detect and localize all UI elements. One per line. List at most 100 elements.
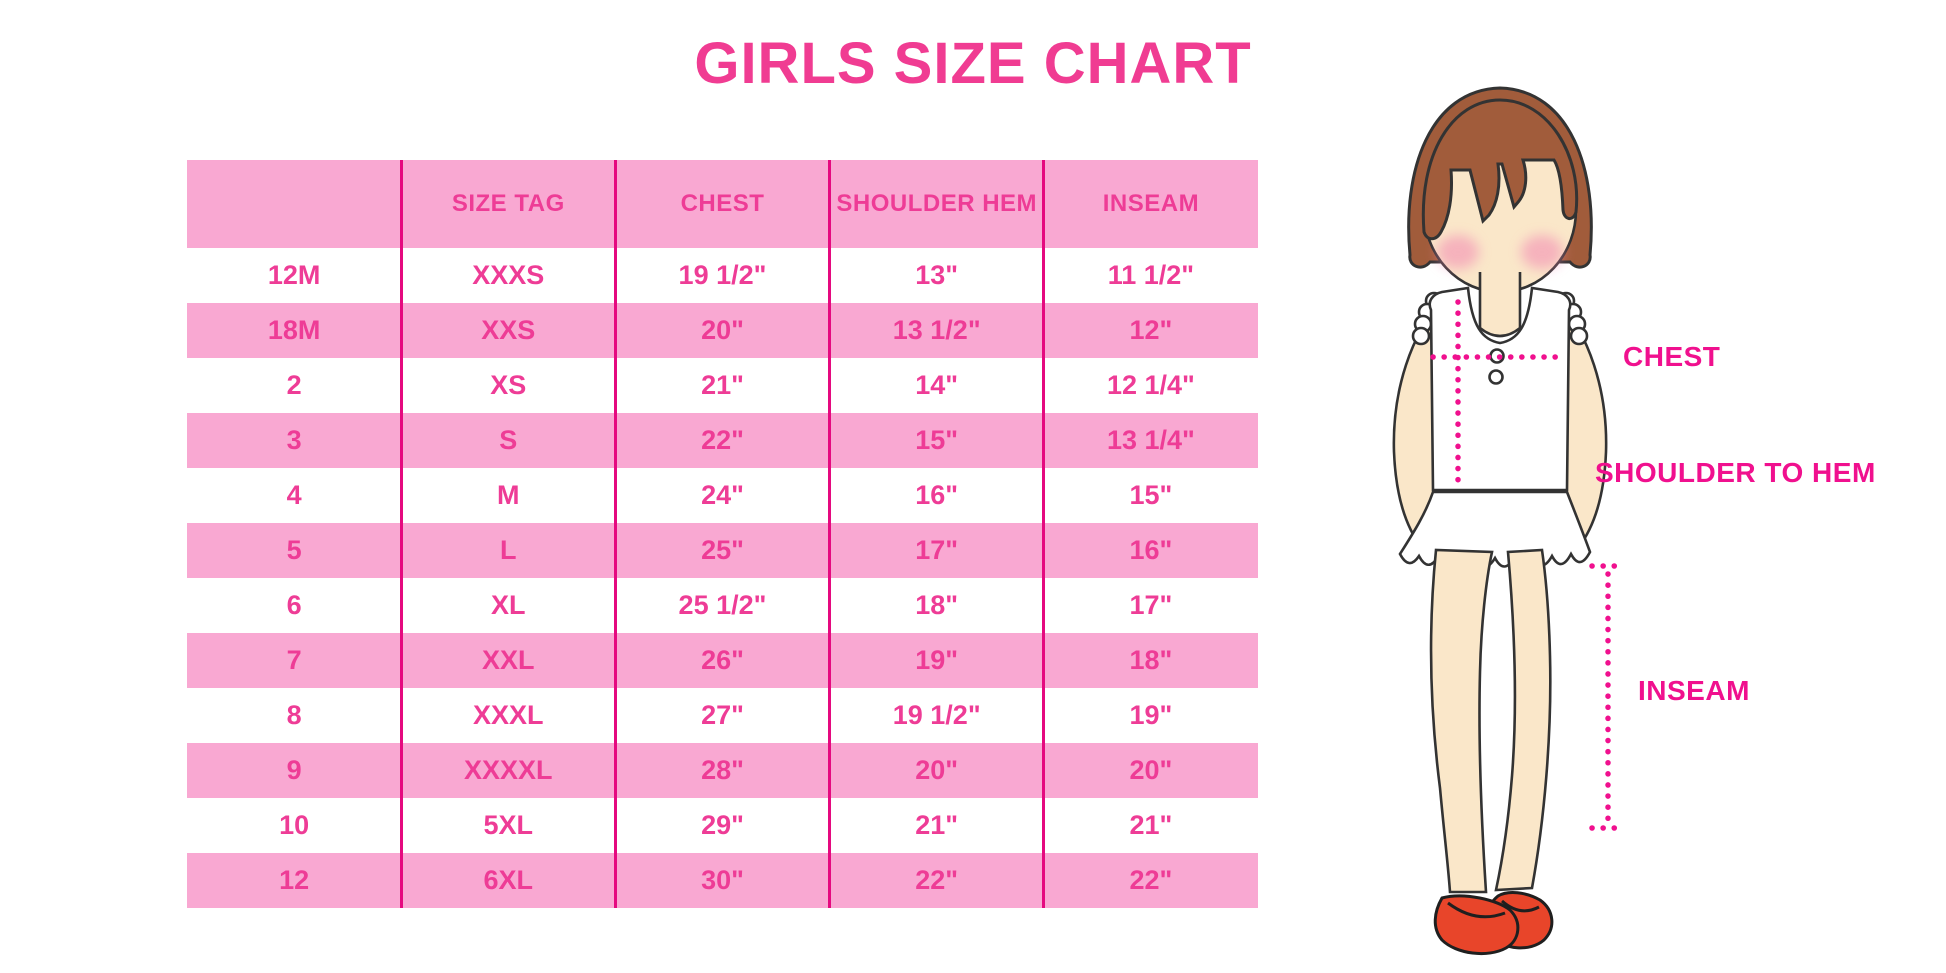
- shoulder-hem-cell: 20": [915, 755, 959, 785]
- inseam-cell: 21": [1129, 810, 1173, 840]
- left-shoe: [1433, 894, 1520, 955]
- size-cell: 7: [286, 645, 302, 675]
- inseam-cell: 22": [1129, 865, 1173, 895]
- size-tag-cell: XXXS: [472, 260, 545, 290]
- inseam-cell: 12": [1129, 315, 1173, 345]
- size-cell: 18M: [267, 315, 321, 345]
- shoulder-hem-cell: 21": [915, 810, 959, 840]
- size-tag-cell: XXL: [482, 645, 535, 675]
- header-cell-inseam: INSEAM: [1102, 190, 1200, 217]
- size-table: SIZE TAG CHEST SHOULDER HEM INSEAM 12M XXXS 1…: [187, 160, 1258, 908]
- size-table-header: SIZE TAG CHEST SHOULDER HEM INSEAM: [187, 160, 1258, 248]
- chest-cell: 29": [701, 810, 744, 840]
- size-cell: 12M: [267, 260, 321, 290]
- size-tag-cell: XXXXL: [464, 755, 553, 785]
- header-cell-blank: [187, 160, 401, 248]
- chest-cell: 21": [701, 370, 744, 400]
- shoulder-hem-cell: 13": [915, 260, 959, 290]
- button: [1488, 369, 1504, 385]
- chest-cell: 25": [701, 535, 744, 565]
- table-row: 2 XS 21" 14" 12 1/4": [187, 358, 1258, 413]
- hair-bangs: [1421, 98, 1579, 241]
- neck: [1478, 272, 1522, 338]
- table-row: 12M XXXS 19 1/2" 13" 11 1/2": [187, 248, 1258, 303]
- inseam-cell: 19": [1129, 700, 1173, 730]
- shoulder-to-hem-label: SHOULDER TO HEM: [1595, 457, 1876, 488]
- column-divider: [613, 160, 617, 908]
- chest-cell: 24": [701, 480, 744, 510]
- inseam-cell: 18": [1129, 645, 1173, 675]
- shoulder-hem-cell: 19": [915, 645, 959, 675]
- table-row: 8 XXXL 27" 19 1/2" 19": [187, 688, 1258, 743]
- size-tag-cell: XXXL: [473, 700, 544, 730]
- size-tag-cell: XL: [491, 590, 526, 620]
- right-shoe-strap: [1501, 899, 1540, 913]
- size-tag-cell: XS: [490, 370, 527, 400]
- size-cell: 9: [286, 755, 302, 785]
- girl-illustration: [1392, 86, 1627, 955]
- shoulder-hem-cell: 15": [915, 425, 959, 455]
- header-cell-chest: CHEST: [680, 190, 765, 217]
- size-tag-cell: 6XL: [483, 865, 534, 895]
- size-cell: 8: [286, 700, 302, 730]
- chest-cell: 28": [701, 755, 744, 785]
- chest-cell: 25 1/2": [678, 590, 767, 620]
- inseam-cell: 17": [1129, 590, 1173, 620]
- inseam-cell: 11 1/2": [1107, 260, 1195, 290]
- blush: [1437, 235, 1563, 269]
- column-divider: [399, 160, 403, 908]
- table-row: 3 S 22" 15" 13 1/4": [187, 413, 1258, 468]
- size-cell: 10: [279, 810, 310, 840]
- size-tag-cell: L: [500, 535, 517, 565]
- size-cell: 3: [286, 425, 302, 455]
- size-cell: 6: [286, 590, 302, 620]
- table-row: 7 XXL 26" 19" 18": [187, 633, 1258, 688]
- size-cell: 5: [286, 535, 302, 565]
- table-row: 9 XXXXL 28" 20" 20": [187, 743, 1258, 798]
- shoulder-hem-cell: 13 1/2": [892, 315, 981, 345]
- table-row: 12 6XL 30" 22" 22": [187, 853, 1258, 908]
- inseam-cell: 13 1/4": [1106, 425, 1195, 455]
- size-cell: 2: [286, 370, 302, 400]
- table-row: 5 L 25" 17" 16": [187, 523, 1258, 578]
- skirt: [1398, 490, 1592, 568]
- shoulder-hem-cell: 18": [915, 590, 959, 620]
- table-row: 18M XXS 20" 13 1/2" 12": [187, 303, 1258, 358]
- left-leg: [1429, 548, 1494, 894]
- size-cell: 4: [286, 480, 302, 510]
- chest-cell: 30": [701, 865, 744, 895]
- chest-cell: 22": [701, 425, 744, 455]
- chest-cell: 27": [701, 700, 744, 730]
- shoulder-hem-cell: 17": [915, 535, 959, 565]
- table-row: 4 M 24" 16" 15": [187, 468, 1258, 523]
- chest-label: CHEST: [1623, 341, 1721, 372]
- chest-cell: 20": [701, 315, 744, 345]
- table-row: 6 XL 25 1/2" 18" 17": [187, 578, 1258, 633]
- table-row: 10 5XL 29" 21" 21": [187, 798, 1258, 853]
- inseam-label: INSEAM: [1638, 675, 1750, 706]
- header-cell-size-tag: SIZE TAG: [451, 190, 565, 217]
- size-cell: 12: [279, 865, 310, 895]
- chest-cell: 26": [701, 645, 744, 675]
- inseam-measure-line: [1589, 563, 1627, 831]
- inseam-cell: 16": [1129, 535, 1173, 565]
- size-tag-cell: S: [499, 425, 518, 455]
- page-title: GIRLS SIZE CHART: [694, 31, 1252, 96]
- right-leg: [1494, 548, 1552, 892]
- size-table-body: 12M XXXS 19 1/2" 13" 11 1/2" 18M XXS 20" 13 1/2"…: [187, 248, 1258, 908]
- inseam-cell: 12 1/4": [1106, 370, 1195, 400]
- size-tag-cell: M: [497, 480, 520, 510]
- size-tag-cell: 5XL: [483, 810, 534, 840]
- chest-cell: 19 1/2": [678, 260, 767, 290]
- inseam-cell: 15": [1129, 480, 1173, 510]
- header-cell-shoulder-hem: SHOULDER HEM: [836, 190, 1038, 217]
- inseam-cell: 20": [1129, 755, 1173, 785]
- shoulder-hem-cell: 22": [915, 865, 959, 895]
- left-shoe-strap: [1447, 901, 1506, 919]
- shoulder-hem-cell: 19 1/2": [892, 700, 981, 730]
- size-tag-cell: XXS: [481, 315, 536, 345]
- shoulder-hem-cell: 16": [915, 480, 959, 510]
- column-divider: [1042, 160, 1046, 908]
- top-garment: [1428, 286, 1572, 492]
